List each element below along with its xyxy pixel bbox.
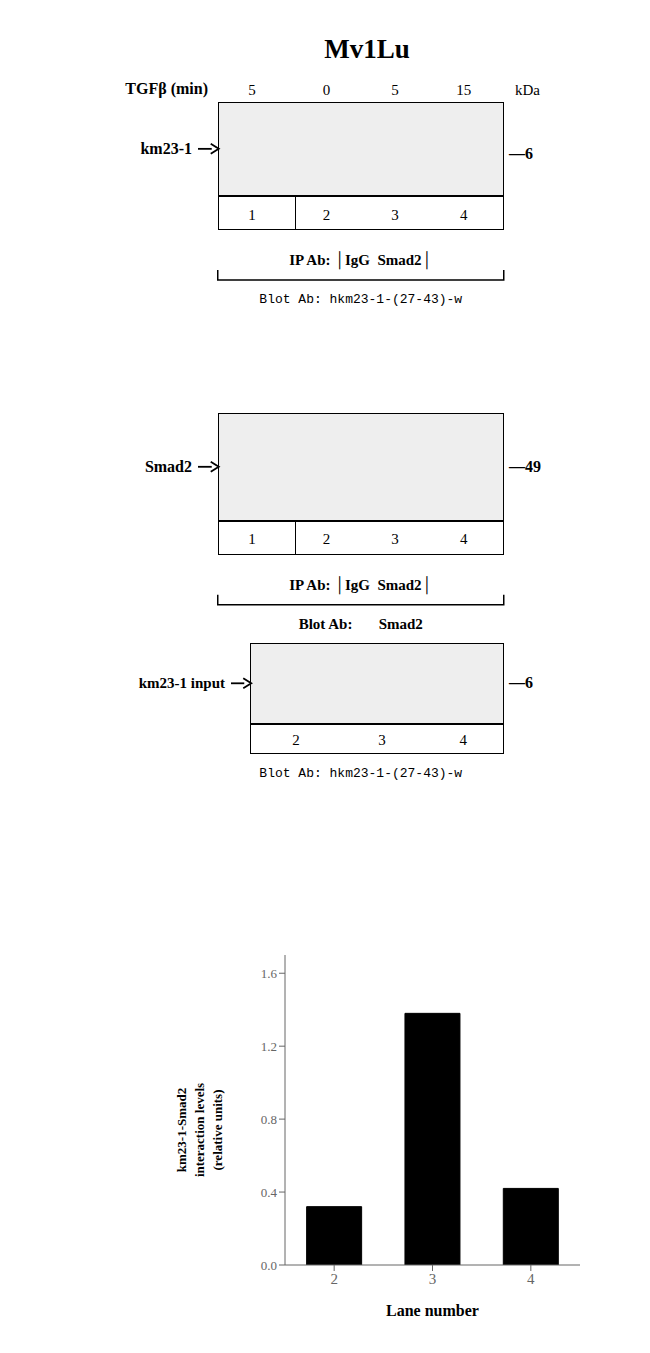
html-text:2: 2: [322, 206, 331, 223]
html-text:4: 4: [459, 732, 467, 748]
html-text:kDa: kDa: [515, 81, 540, 97]
html-text:Mv1Lu: Mv1Lu: [324, 34, 410, 64]
html-text:1: 1: [248, 531, 256, 548]
html-text:2: 2: [292, 732, 300, 748]
html-text:km23-1: km23-1: [140, 140, 192, 157]
svg-text:1.2: 1.2: [261, 1039, 277, 1054]
html-text:Blot Ab: hkm23-1-(27-43)-w: Blot Ab: hkm23-1-(27-43)-w: [259, 765, 463, 781]
html-text:15: 15: [456, 81, 472, 97]
svg-text:2: 2: [330, 1271, 338, 1287]
svg-text:0.4: 0.4: [261, 1185, 278, 1200]
html-text:3: 3: [391, 531, 399, 548]
html-text:4: 4: [460, 206, 468, 223]
html-text:(relative units): (relative units): [210, 1089, 226, 1171]
svg-text:3: 3: [429, 1271, 437, 1287]
svg-text:1.6: 1.6: [261, 966, 278, 981]
html-text:1: 1: [248, 206, 256, 223]
svg-text:0.8: 0.8: [261, 1112, 277, 1127]
html-text:km23-1 input: km23-1 input: [138, 675, 225, 691]
html-text:5: 5: [248, 81, 256, 97]
html-text:—49: —49: [509, 458, 541, 475]
html-text:Smad2: Smad2: [144, 458, 192, 475]
html-text:Blot Ab: hkm23-1-(27-43)-w: Blot Ab: hkm23-1-(27-43)-w: [259, 291, 463, 307]
html-text:4: 4: [460, 531, 468, 548]
html-text:—6: —6: [509, 674, 533, 692]
html-text:IP Ab: │IgG Smad2│: IP Ab: │IgG Smad2│: [289, 251, 433, 268]
html-text:interaction levels: interaction levels: [191, 1082, 207, 1178]
html-text:5: 5: [391, 81, 399, 97]
svg-text:0.0: 0.0: [261, 1258, 277, 1273]
html-text:Blot Ab: Smad2: Blot Ab: Smad2: [298, 615, 423, 632]
html-text:—6: —6: [509, 144, 533, 162]
html-text:TGFβ (min): TGFβ (min): [125, 79, 208, 97]
html-text:0: 0: [322, 81, 331, 97]
html-text:IP Ab: │IgG Smad2│: IP Ab: │IgG Smad2│: [289, 576, 433, 593]
svg-text:Lane number: Lane number: [386, 1302, 479, 1319]
svg-text:4: 4: [527, 1271, 535, 1287]
html-text:2: 2: [322, 531, 331, 548]
html-text:3: 3: [391, 206, 399, 223]
html-text:3: 3: [378, 732, 386, 748]
html-text:km23-1-Smad2: km23-1-Smad2: [173, 1087, 189, 1173]
